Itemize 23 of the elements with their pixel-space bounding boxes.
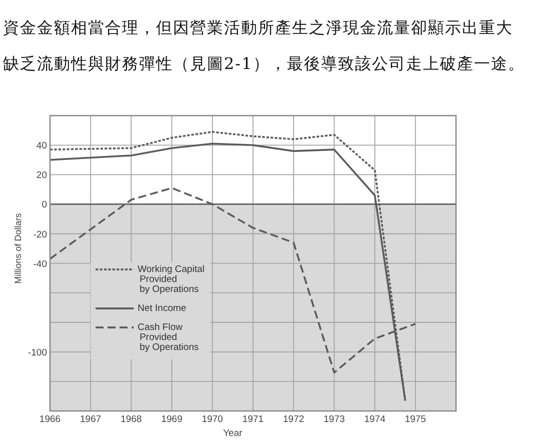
text: 資金金額相當合理，但因營業活動所產生之淨現金流量卻顯示出重大 <box>3 18 513 37</box>
y-tick-label: -100 <box>28 347 47 358</box>
y-tick-label: -20 <box>33 229 47 240</box>
legend-label: Net Income <box>138 302 186 314</box>
y-tick-label: 20 <box>36 170 47 182</box>
x-tick-label: 1972 <box>283 414 304 425</box>
x-tick-label: 1967 <box>80 414 102 425</box>
y-tick-label: 40 <box>36 140 47 152</box>
x-tick-label: 1975 <box>404 414 426 425</box>
text: 缺乏流動性與財務彈性（見圖2-1），最後導致該公司走上破產一途。 <box>3 54 525 73</box>
legend-label: Working Capital Provided by Operations <box>138 264 204 295</box>
y-tick-label: -40 <box>33 258 47 270</box>
legend-label: Cash Flow Provided by Operations <box>138 322 199 353</box>
x-tick-label: 1973 <box>324 414 345 425</box>
x-tick-label: 1969 <box>161 414 182 425</box>
x-tick-label: 1968 <box>120 414 142 425</box>
x-tick-label: 1970 <box>202 414 223 425</box>
x-tick-label: 1971 <box>242 414 264 425</box>
x-tick-label: 1966 <box>39 414 61 425</box>
x-tick-label: 1974 <box>364 414 386 425</box>
y-axis-title: Millions of Dollars <box>13 212 23 284</box>
y-tick-label: 0 <box>42 200 47 211</box>
x-axis-title: Year <box>223 428 242 439</box>
